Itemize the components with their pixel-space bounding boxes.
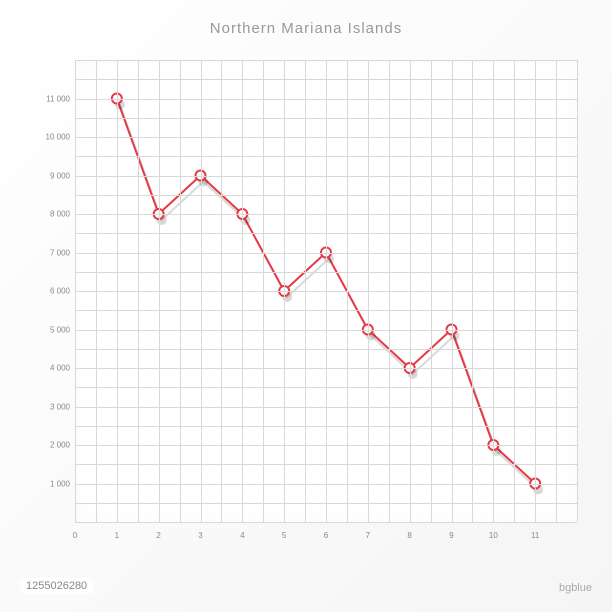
line-shadow	[120, 105, 538, 490]
x-axis-label: 5	[282, 531, 286, 540]
y-axis-label: 3 000	[30, 402, 70, 411]
grid-line-h	[75, 291, 577, 292]
grid-line-h	[75, 407, 577, 408]
x-axis-label: 0	[73, 531, 77, 540]
grid-line-h	[75, 118, 577, 119]
x-axis-label: 2	[156, 531, 160, 540]
x-axis-label: 3	[198, 531, 202, 540]
grid-line-v	[577, 60, 578, 522]
y-axis-label: 11 000	[30, 94, 70, 103]
chart-container: Northern Mariana Islands 1 000 2 000 3 000…	[20, 20, 592, 552]
y-axis-label: 5 000	[30, 325, 70, 334]
y-axis-label: 7 000	[30, 248, 70, 257]
grid-line-h	[75, 137, 577, 138]
grid-line-h	[75, 349, 577, 350]
y-axis-label: 2 000	[30, 441, 70, 450]
grid-line-h	[75, 176, 577, 177]
y-axis-label: 10 000	[30, 133, 70, 142]
x-axis-label: 1	[115, 531, 119, 540]
x-axis-label: 7	[366, 531, 370, 540]
grid-line-h	[75, 253, 577, 254]
y-axis-label: 1 000	[30, 479, 70, 488]
grid-line-h	[75, 522, 577, 523]
x-axis-label: 11	[531, 531, 539, 540]
y-axis-label: 8 000	[30, 210, 70, 219]
grid-line-h	[75, 368, 577, 369]
y-axis-label: 9 000	[30, 171, 70, 180]
grid-line-h	[75, 99, 577, 100]
x-axis-label: 6	[324, 531, 328, 540]
grid-line-h	[75, 426, 577, 427]
grid-line-h	[75, 464, 577, 465]
grid-line-h	[75, 387, 577, 388]
grid-line-h	[75, 233, 577, 234]
grid-line-h	[75, 272, 577, 273]
x-axis-label: 9	[449, 531, 453, 540]
grid-line-h	[75, 60, 577, 61]
grid-line-h	[75, 445, 577, 446]
grid-line-h	[75, 79, 577, 80]
grid-line-h	[75, 330, 577, 331]
grid-line-h	[75, 484, 577, 485]
grid-line-h	[75, 310, 577, 311]
plot-area	[75, 60, 577, 522]
grid-line-h	[75, 156, 577, 157]
watermark-credit: bgblue	[559, 582, 592, 594]
y-axis-label: 4 000	[30, 364, 70, 373]
grid-line-h	[75, 214, 577, 215]
x-axis-label: 10	[489, 531, 498, 540]
y-axis-label: 6 000	[30, 287, 70, 296]
x-axis-label: 4	[240, 531, 244, 540]
grid-line-h	[75, 503, 577, 504]
chart-title: Northern Mariana Islands	[20, 20, 592, 37]
x-axis-label: 8	[407, 531, 411, 540]
grid-line-h	[75, 195, 577, 196]
watermark-id: 1255026280	[20, 578, 93, 594]
